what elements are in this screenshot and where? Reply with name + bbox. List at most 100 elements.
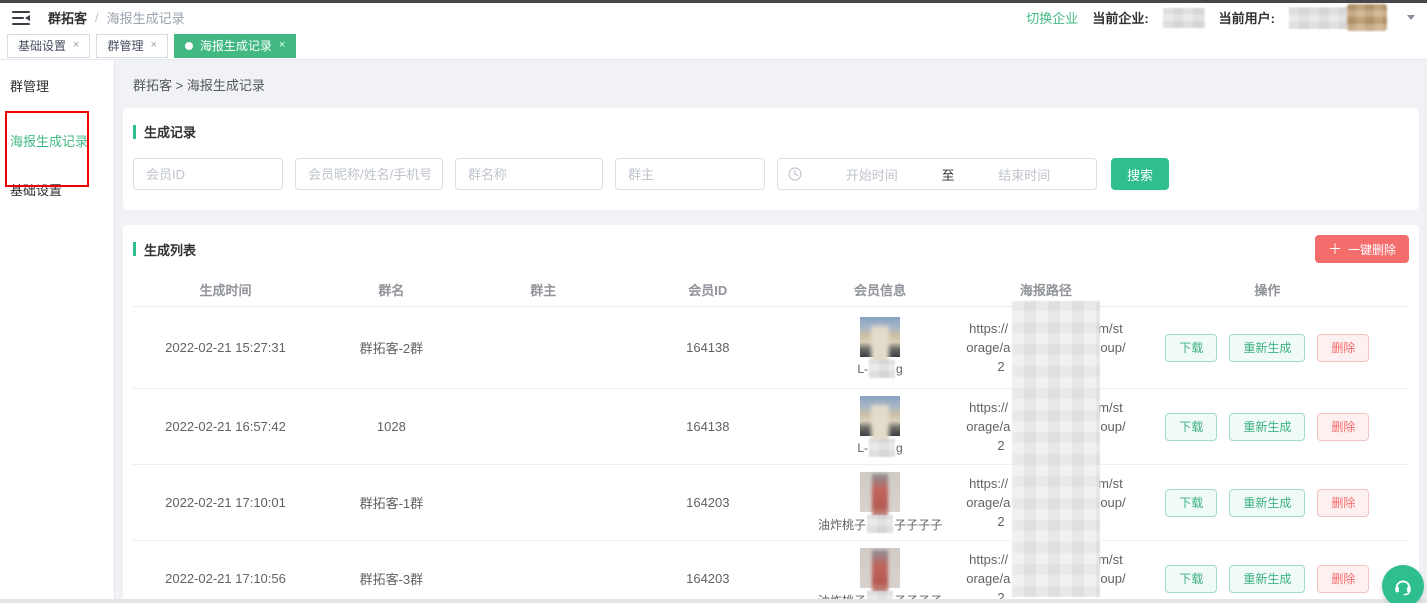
path-fragment: m/st — [1098, 400, 1123, 415]
download-button[interactable]: 下载 — [1165, 412, 1218, 441]
sidebar: 群管理 海报生成记录 基础设置 — [0, 60, 115, 603]
regenerate-button[interactable]: 重新生成 — [1229, 488, 1306, 517]
tab-group-management[interactable]: 群管理 × — [96, 33, 168, 58]
cell-group-name: 群拓客-1群 — [359, 496, 424, 511]
member-avatar — [860, 317, 901, 357]
cell-poster-path: https:// m/st orage/a oup/ 2 — [966, 550, 1126, 603]
tab-close-icon[interactable]: × — [73, 39, 80, 51]
topbar: 群拓客 / 海报生成记录 切换企业 当前企业: 当前用户: — [0, 3, 1427, 32]
cell-time: 2022-02-21 17:10:01 — [165, 495, 286, 510]
horizontal-scrollbar-track[interactable] — [0, 599, 1427, 603]
user-dropdown-caret-icon[interactable] — [1407, 15, 1415, 20]
search-form: 开始时间 至 结束时间 搜索 — [133, 158, 1409, 190]
current-company-label: 当前企业: — [1092, 11, 1149, 26]
group-owner-input[interactable] — [615, 158, 765, 190]
header-group-name: 群名 — [378, 283, 405, 298]
delete-button[interactable]: 删除 — [1317, 488, 1370, 517]
end-time-placeholder[interactable]: 结束时间 — [998, 167, 1051, 183]
list-section-title: 生成列表 — [144, 242, 197, 258]
cell-member-id: 164203 — [686, 495, 730, 510]
tab-label: 基础设置 — [18, 39, 67, 53]
download-button[interactable]: 下载 — [1165, 488, 1218, 517]
cell-member-info: 油炸桃子 子子子子 — [794, 548, 966, 603]
cell-member-info: L- g — [794, 317, 966, 378]
current-user-label: 当前用户: — [1218, 11, 1275, 26]
switch-company-link[interactable]: 切换企业 — [1026, 11, 1079, 26]
member-avatar — [860, 472, 901, 512]
member-name: 油炸桃子 子子子子 — [818, 515, 942, 533]
path-fragment: m/st — [1098, 476, 1123, 491]
member-name-suffix: g — [896, 362, 903, 376]
delete-button[interactable]: 删除 — [1317, 412, 1370, 441]
cell-member-id: 164138 — [686, 340, 730, 355]
delete-button[interactable]: 删除 — [1317, 564, 1370, 593]
user-avatar-redacted — [1347, 4, 1387, 31]
member-name-suffix: 子子子子 — [894, 592, 942, 603]
bulk-delete-label: 一键删除 — [1347, 242, 1396, 257]
tab-close-icon[interactable]: × — [278, 39, 286, 51]
start-time-placeholder[interactable]: 开始时间 — [845, 167, 898, 183]
path-fragment: 2 — [997, 359, 1005, 374]
regenerate-button[interactable]: 重新生成 — [1229, 412, 1306, 441]
header-group-owner: 群主 — [530, 283, 557, 298]
cell-group-name: 群拓客-3群 — [359, 572, 424, 587]
path-fragment: orage/a — [966, 571, 1011, 586]
window-top-edge — [0, 0, 1427, 3]
path-fragment: https:// — [969, 476, 1009, 491]
download-button[interactable]: 下载 — [1165, 333, 1218, 362]
path-fragment: https:// — [969, 552, 1009, 567]
tab-basic-settings[interactable]: 基础设置 × — [7, 33, 91, 58]
cell-actions: 下载 重新生成 删除 — [1126, 412, 1409, 441]
header-time: 生成时间 — [199, 283, 252, 298]
member-name-input[interactable] — [295, 158, 443, 190]
section-accent-bar — [133, 124, 136, 139]
path-fragment: https:// — [969, 321, 1009, 336]
user-name-redacted — [1289, 6, 1347, 29]
collapse-menu-icon[interactable] — [12, 10, 30, 25]
path-fragment: 2 — [997, 590, 1005, 603]
path-fragment: orage/a — [966, 495, 1011, 510]
header-actions: 操作 — [1254, 283, 1281, 298]
header-member-id: 会员ID — [688, 283, 728, 298]
section-accent-bar — [133, 242, 136, 256]
customer-support-button[interactable] — [1382, 565, 1424, 603]
cell-poster-path: https:// m/st orage/a oup/ 2 — [966, 319, 1126, 376]
sidebar-item-basic-settings[interactable]: 基础设置 — [10, 183, 63, 198]
member-name-suffix: g — [896, 441, 903, 455]
date-range-picker[interactable]: 开始时间 至 结束时间 — [777, 158, 1097, 190]
member-avatar — [860, 396, 901, 436]
cell-time: 2022-02-21 16:57:42 — [165, 419, 286, 434]
tab-label: 群管理 — [107, 39, 144, 53]
download-button[interactable]: 下载 — [1165, 564, 1218, 593]
member-id-input[interactable] — [133, 158, 283, 190]
path-fragment: orage/a — [966, 340, 1011, 355]
group-name-input[interactable] — [455, 158, 603, 190]
member-name-prefix: 油炸桃子 — [818, 592, 866, 603]
cell-group-name: 群拓客-2群 — [359, 341, 424, 356]
sidebar-item-group-management[interactable]: 群管理 — [10, 79, 50, 94]
cell-member-info: 油炸桃子 子子子子 — [794, 472, 966, 533]
poster-path-redaction-band — [1012, 301, 1100, 597]
header-member-info: 会员信息 — [854, 283, 907, 298]
breadcrumb-app[interactable]: 群拓客 — [48, 11, 88, 26]
cell-actions: 下载 重新生成 删除 — [1126, 333, 1409, 362]
regenerate-button[interactable]: 重新生成 — [1229, 333, 1306, 362]
member-avatar — [860, 548, 901, 588]
table-row: 2022-02-21 15:27:31 群拓客-2群 164138 L- g h… — [133, 307, 1409, 389]
name-redacted-segment — [869, 439, 896, 457]
regenerate-button[interactable]: 重新生成 — [1229, 564, 1306, 593]
tab-label: 海报生成记录 — [199, 39, 272, 53]
sidebar-item-poster-records[interactable]: 海报生成记录 — [10, 134, 89, 149]
path-fragment: orage/a — [966, 419, 1011, 434]
tab-close-icon[interactable]: × — [150, 39, 157, 51]
clock-icon — [788, 167, 802, 181]
delete-button[interactable]: 删除 — [1317, 333, 1370, 362]
open-tabs-bar: 基础设置 × 群管理 × 海报生成记录 × — [0, 32, 1427, 60]
member-name-prefix: 油炸桃子 — [818, 517, 867, 532]
bulk-delete-button[interactable]: ＋ 一键删除 — [1314, 235, 1409, 263]
path-fragment: 2 — [997, 514, 1005, 529]
search-button[interactable]: 搜索 — [1111, 158, 1169, 190]
tab-poster-records[interactable]: 海报生成记录 × — [173, 33, 297, 58]
date-range-separator: 至 — [941, 167, 955, 183]
